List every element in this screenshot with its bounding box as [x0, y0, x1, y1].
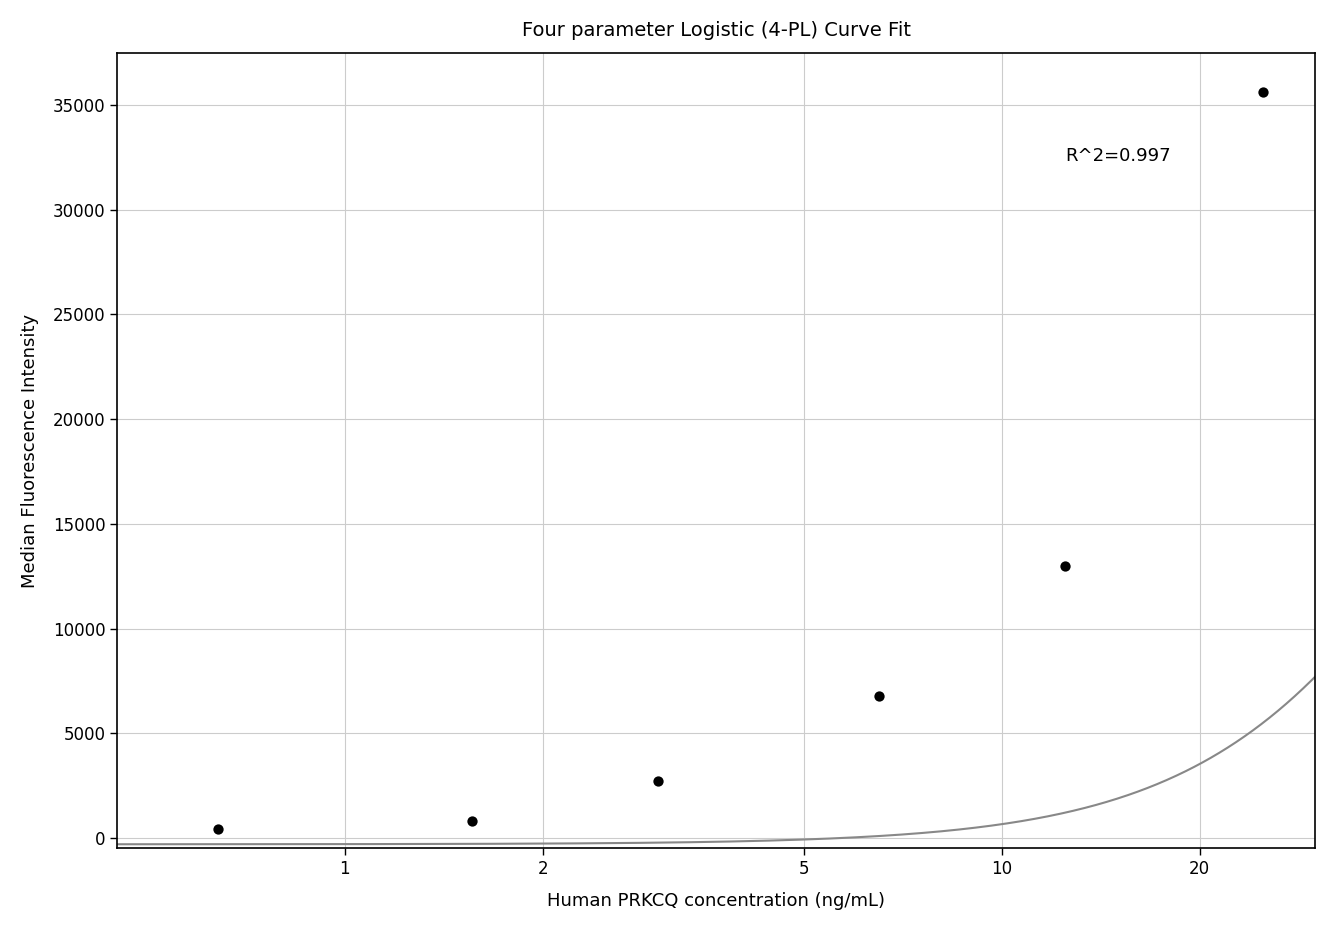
Point [1054, 559, 1075, 573]
Title: Four parameter Logistic (4-PL) Curve Fit: Four parameter Logistic (4-PL) Curve Fit [521, 20, 911, 40]
Point [207, 821, 228, 836]
Text: R^2=0.997: R^2=0.997 [1065, 147, 1172, 165]
Point [1252, 85, 1273, 100]
X-axis label: Human PRKCQ concentration (ng/mL): Human PRKCQ concentration (ng/mL) [548, 892, 886, 911]
Point [461, 814, 482, 829]
Point [868, 688, 890, 703]
Point [648, 774, 669, 789]
Y-axis label: Median Fluorescence Intensity: Median Fluorescence Intensity [21, 314, 39, 587]
